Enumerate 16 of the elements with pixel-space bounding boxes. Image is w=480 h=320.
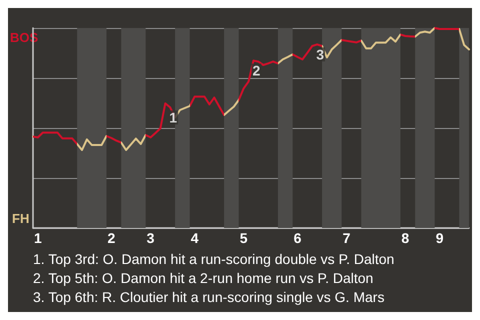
text: 1. Top 3rd: O. Damon hit a run-scoring double vs P. Dalton [33, 251, 394, 267]
x-tick-label: 1 [34, 230, 42, 246]
x-tick-label: 7 [342, 230, 351, 246]
x-tick-label: 2 [107, 230, 116, 246]
annotation: 1 [169, 109, 178, 126]
text: FH [12, 211, 30, 226]
annotation: 2 [252, 62, 261, 79]
x-tick-label: 3 [146, 230, 155, 246]
text: 3. Top 6th: R. Cloutier hit a run-scoring single vs G. Mars [33, 289, 384, 305]
x-tick-label: 8 [401, 230, 410, 246]
annotation: 3 [316, 46, 324, 62]
text: 2. Top 5th: O. Damon hit a 2-run home run vs P. Dalton [33, 270, 374, 286]
x-tick-label: 6 [294, 230, 302, 246]
x-tick-label: 4 [190, 230, 199, 246]
x-tick-label: 9 [436, 230, 444, 246]
x-tick-label: 5 [240, 230, 248, 246]
